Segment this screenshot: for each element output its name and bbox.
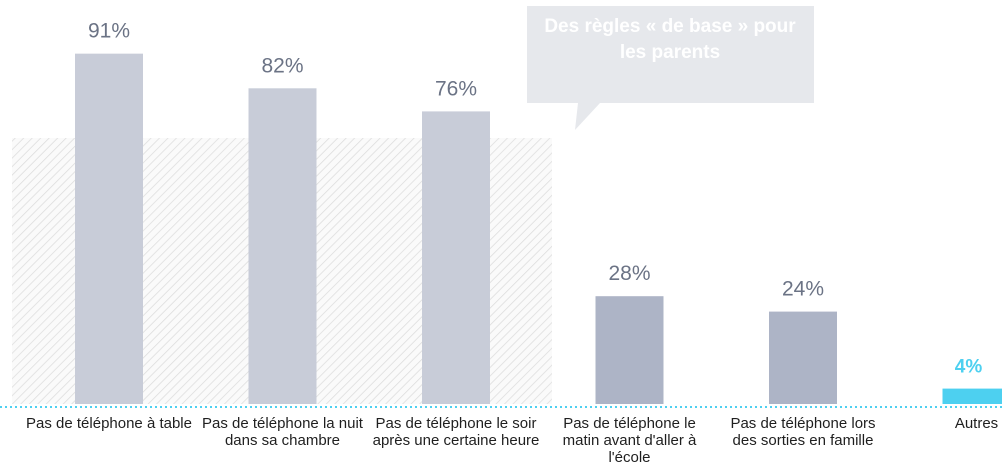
category-label: Pas de téléphone le soir après une certa… xyxy=(372,415,540,449)
value-label: 91% xyxy=(88,20,130,43)
value-label: 28% xyxy=(608,262,650,285)
category-label: Autres xyxy=(954,415,999,432)
bar xyxy=(422,111,490,405)
bar xyxy=(769,311,837,404)
bar xyxy=(942,388,1002,404)
bar xyxy=(248,88,317,405)
bar xyxy=(75,53,143,405)
value-label: 76% xyxy=(435,77,477,100)
category-label: Pas de téléphone le matin avant d'aller … xyxy=(562,415,697,466)
value-label: 82% xyxy=(261,54,303,77)
value-label: 4% xyxy=(955,357,983,378)
category-label: Pas de téléphone à table xyxy=(26,415,192,432)
callout-box xyxy=(527,6,814,130)
value-label: 24% xyxy=(782,278,824,301)
bar xyxy=(595,296,664,404)
category-label: Pas de téléphone lors des sorties en fam… xyxy=(730,415,876,449)
category-label: Pas de téléphone la nuit dans sa chambre xyxy=(202,415,363,449)
callout-text: Des règles « de base » pour les parents xyxy=(544,16,796,63)
